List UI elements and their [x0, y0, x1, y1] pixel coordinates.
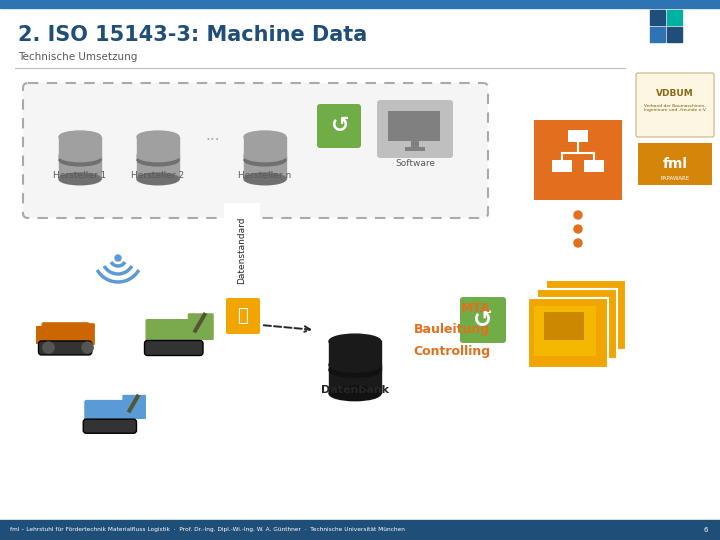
- Ellipse shape: [329, 357, 381, 372]
- Bar: [650, 27, 665, 42]
- Bar: [137, 156, 179, 179]
- Text: PAPAWARE: PAPAWARE: [660, 176, 690, 180]
- Text: Software: Software: [395, 159, 435, 167]
- Bar: [405, 147, 425, 151]
- FancyBboxPatch shape: [226, 298, 260, 334]
- Bar: [667, 10, 682, 25]
- FancyBboxPatch shape: [84, 419, 137, 433]
- Ellipse shape: [137, 154, 179, 166]
- Text: Hersteller n: Hersteller n: [238, 171, 292, 179]
- FancyBboxPatch shape: [42, 322, 89, 348]
- Bar: [544, 312, 584, 340]
- FancyBboxPatch shape: [145, 319, 198, 348]
- Text: ↺: ↺: [473, 308, 493, 332]
- FancyBboxPatch shape: [537, 289, 617, 359]
- FancyBboxPatch shape: [74, 323, 95, 345]
- Bar: [192, 312, 207, 334]
- Ellipse shape: [137, 131, 179, 143]
- Bar: [667, 27, 682, 42]
- Text: Hersteller 2: Hersteller 2: [132, 171, 184, 179]
- Ellipse shape: [59, 173, 101, 185]
- Ellipse shape: [59, 150, 101, 161]
- Text: 🔒: 🔒: [238, 307, 248, 325]
- Ellipse shape: [59, 131, 101, 143]
- Bar: [127, 394, 140, 413]
- FancyBboxPatch shape: [188, 313, 214, 340]
- Bar: [137, 137, 179, 160]
- Text: 2. ISO 15143-3: Machine Data: 2. ISO 15143-3: Machine Data: [18, 25, 367, 45]
- Bar: [568, 130, 588, 142]
- Ellipse shape: [329, 334, 381, 349]
- Text: Bauleitung: Bauleitung: [414, 323, 490, 336]
- Bar: [411, 139, 419, 149]
- FancyBboxPatch shape: [122, 395, 146, 419]
- Text: ↺: ↺: [330, 116, 348, 136]
- Text: Controlling: Controlling: [413, 346, 490, 359]
- Ellipse shape: [244, 173, 286, 185]
- Bar: [0, 0, 720, 8]
- Bar: [244, 156, 286, 179]
- Bar: [388, 111, 440, 141]
- Bar: [244, 137, 286, 160]
- Text: Datenbank: Datenbank: [321, 385, 389, 395]
- FancyBboxPatch shape: [23, 83, 488, 218]
- Ellipse shape: [42, 341, 55, 354]
- Circle shape: [574, 225, 582, 233]
- FancyBboxPatch shape: [317, 104, 361, 148]
- Text: ...: ...: [206, 127, 220, 143]
- Circle shape: [115, 255, 121, 261]
- FancyBboxPatch shape: [638, 143, 712, 185]
- FancyBboxPatch shape: [145, 341, 203, 355]
- Text: Hersteller 1: Hersteller 1: [53, 171, 107, 179]
- Bar: [0, 520, 720, 540]
- Ellipse shape: [137, 150, 179, 161]
- Ellipse shape: [137, 173, 179, 185]
- Text: fml – Lehrstuhl für Fördertechnik Materialfluss Logistik  ·  Prof. Dr.-Ing. Dipl: fml – Lehrstuhl für Fördertechnik Materi…: [10, 528, 405, 532]
- Bar: [543, 297, 605, 347]
- Ellipse shape: [329, 363, 381, 377]
- Bar: [59, 137, 101, 160]
- Bar: [650, 10, 665, 25]
- Bar: [35, 326, 45, 344]
- Text: Technische Umsetzung: Technische Umsetzung: [18, 52, 138, 62]
- Bar: [329, 341, 381, 370]
- Ellipse shape: [329, 386, 381, 401]
- Bar: [329, 365, 381, 394]
- FancyBboxPatch shape: [377, 100, 453, 158]
- Ellipse shape: [59, 154, 101, 166]
- Bar: [552, 288, 614, 338]
- Text: VDBUM: VDBUM: [656, 89, 694, 98]
- Text: MTA: MTA: [460, 301, 490, 314]
- Text: 6: 6: [703, 527, 708, 533]
- FancyBboxPatch shape: [460, 297, 506, 343]
- Bar: [534, 306, 596, 356]
- Ellipse shape: [81, 341, 94, 354]
- Ellipse shape: [244, 154, 286, 166]
- FancyBboxPatch shape: [528, 298, 608, 368]
- Circle shape: [574, 239, 582, 247]
- Bar: [534, 120, 622, 200]
- Bar: [552, 160, 572, 172]
- Bar: [584, 160, 604, 172]
- Text: Verband der Baumaschinen-
Ingenieure und -freunde e.V.: Verband der Baumaschinen- Ingenieure und…: [644, 104, 706, 112]
- Text: fml: fml: [662, 157, 688, 171]
- Bar: [59, 156, 101, 179]
- FancyBboxPatch shape: [636, 73, 714, 137]
- Circle shape: [574, 211, 582, 219]
- FancyBboxPatch shape: [38, 341, 91, 355]
- Ellipse shape: [244, 131, 286, 143]
- FancyBboxPatch shape: [84, 400, 132, 426]
- Text: Datenstandard: Datenstandard: [238, 216, 246, 284]
- Ellipse shape: [244, 150, 286, 161]
- FancyBboxPatch shape: [546, 280, 626, 350]
